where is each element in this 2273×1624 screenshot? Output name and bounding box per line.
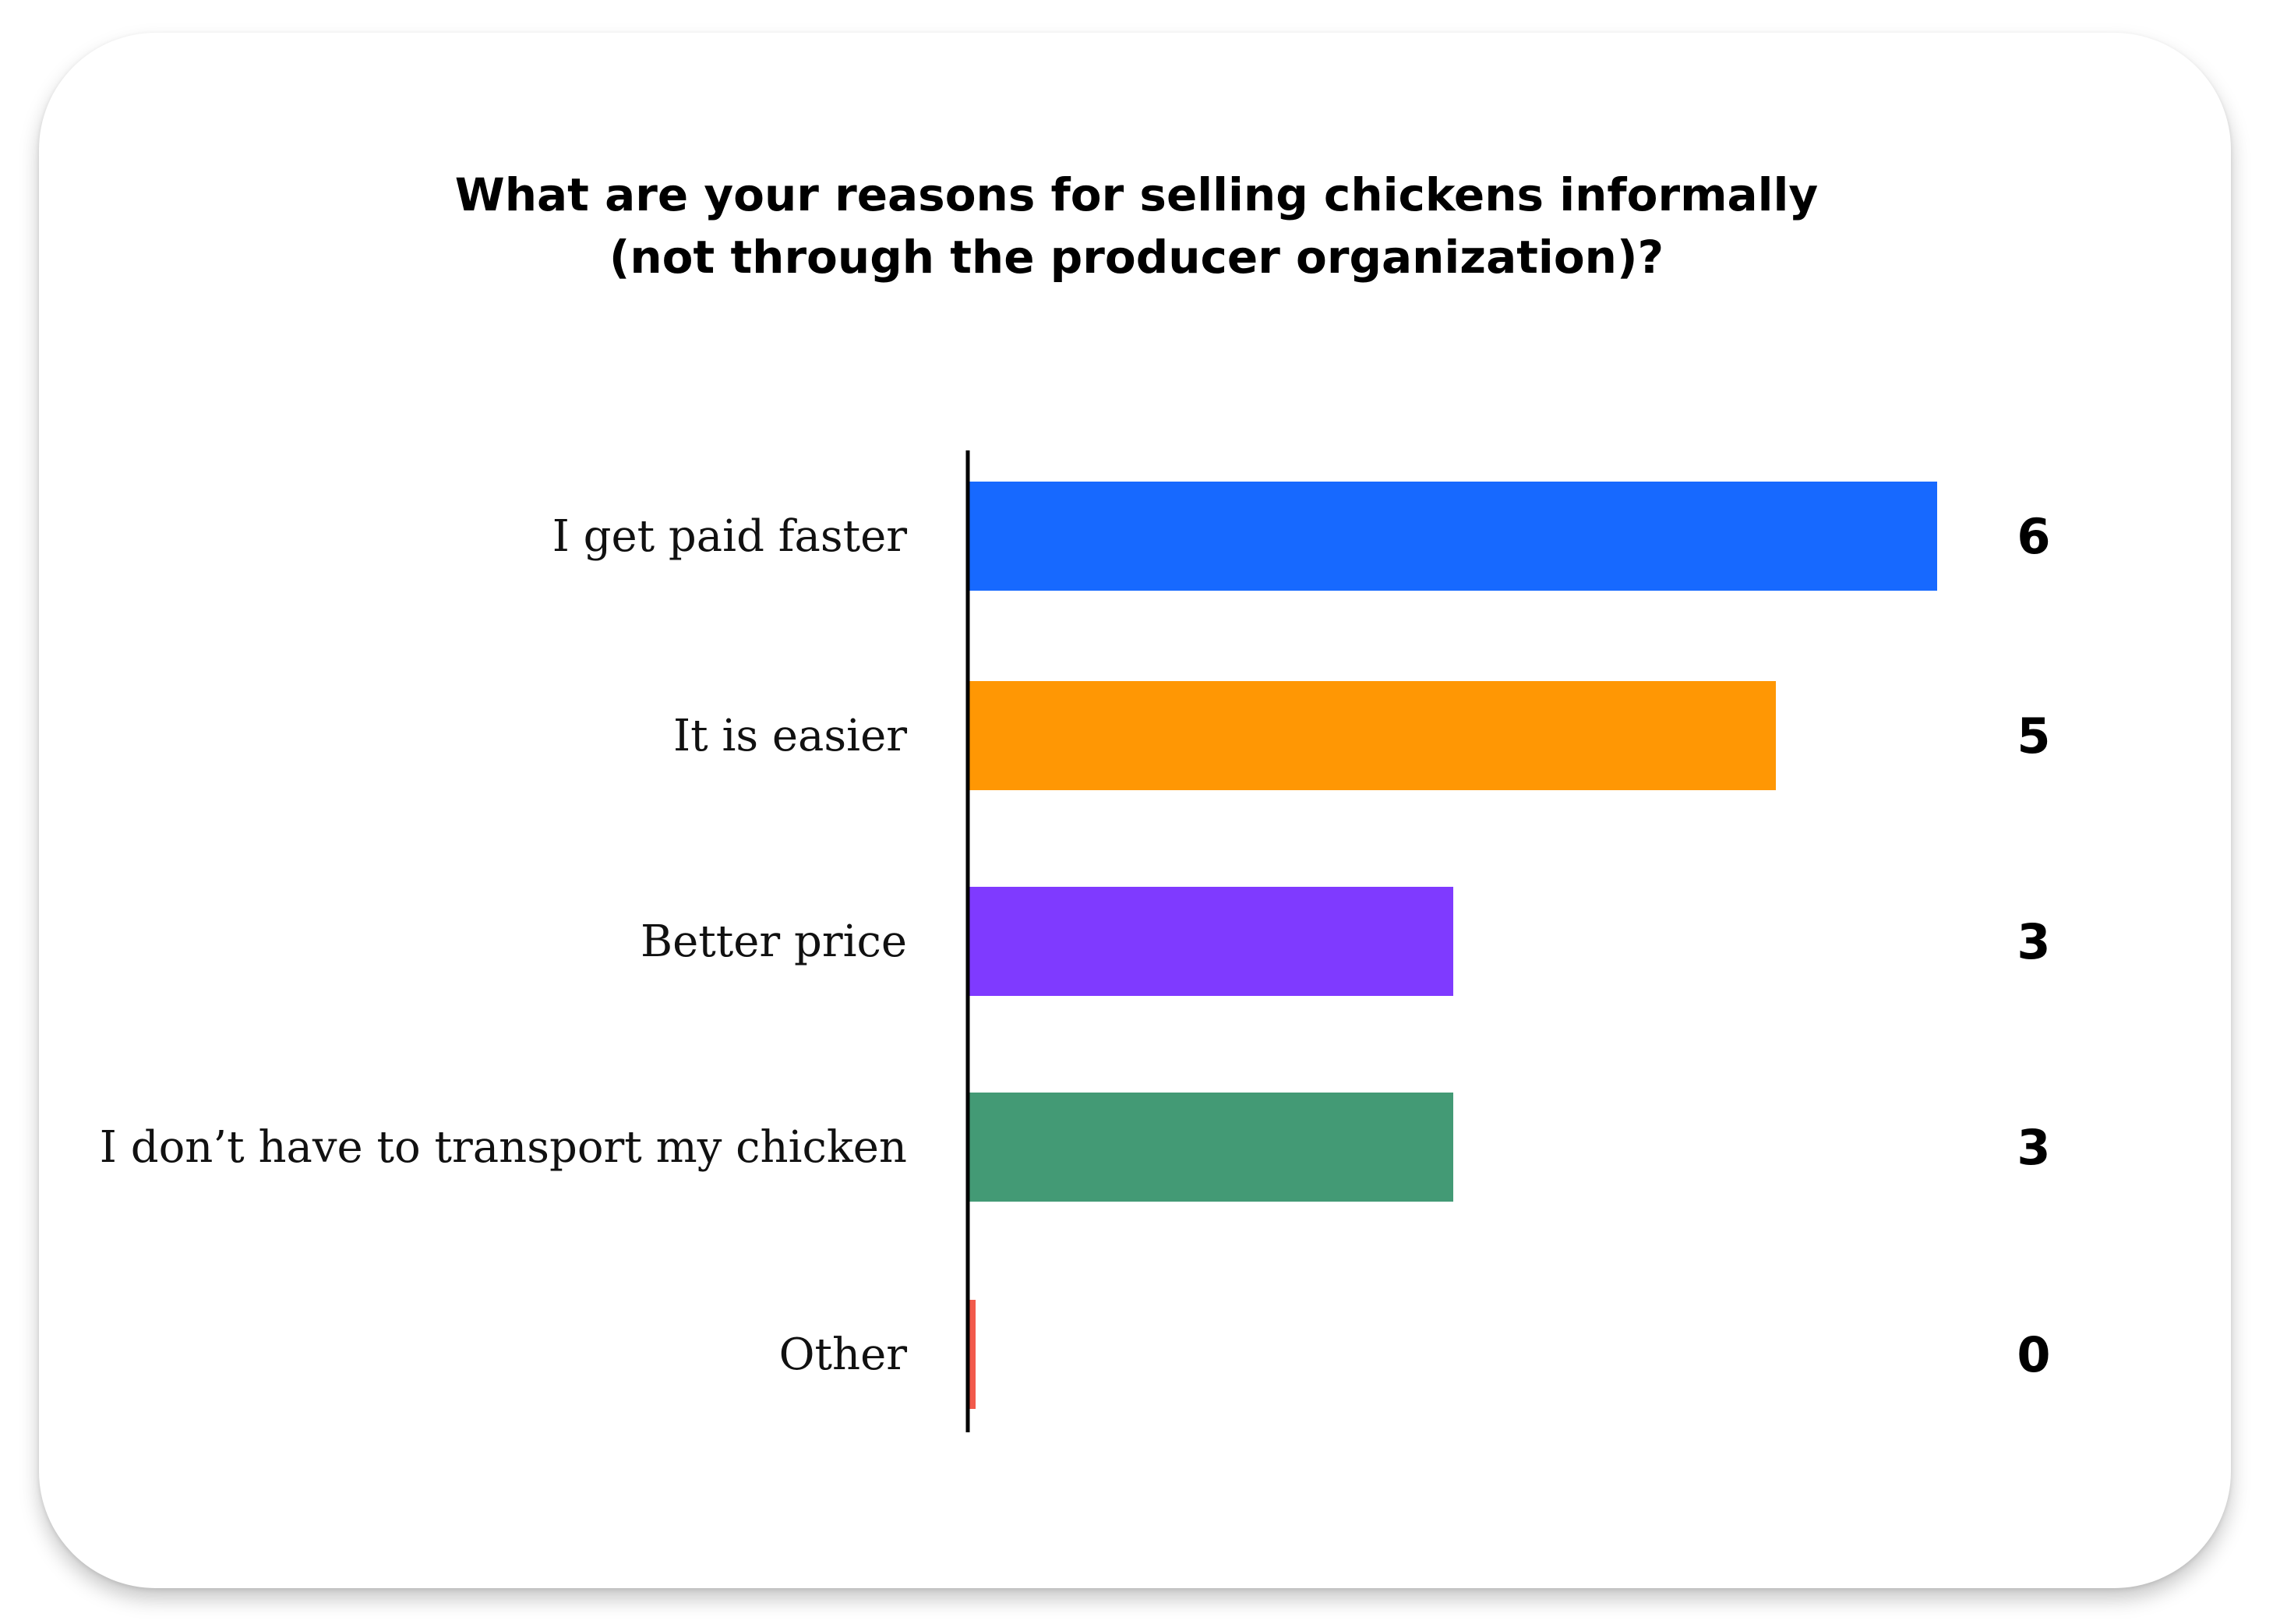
bars-layer (969, 482, 1937, 1409)
chart-title: What are your reasons for selling chicke… (0, 164, 2273, 288)
value-label-1: 5 (2017, 708, 2050, 764)
value-label-0: 6 (2017, 508, 2050, 565)
category-label-3: I don’t have to transport my chicken (100, 1122, 907, 1173)
chart-card (39, 33, 2231, 1588)
chart-title-line-2: (not through the producer organization)? (609, 231, 1664, 284)
labels-layer: I get paid faster 6 It is easier 5 Better pr… (100, 508, 2051, 1383)
value-label-2: 3 (2017, 913, 2050, 970)
category-label-4: Other (779, 1329, 908, 1380)
bar-3 (969, 1093, 1453, 1202)
category-label-2: Better price (641, 916, 907, 967)
category-label-1: It is easier (673, 711, 907, 761)
chart-title-line-1: What are your reasons for selling chicke… (454, 168, 1819, 221)
category-label-0: I get paid faster (552, 511, 908, 562)
value-label-3: 3 (2017, 1119, 2050, 1176)
bar-1 (969, 681, 1776, 790)
bar-2 (969, 887, 1453, 996)
bar-4 (969, 1300, 976, 1409)
value-label-4: 0 (2017, 1326, 2050, 1383)
bar-0 (969, 482, 1937, 591)
